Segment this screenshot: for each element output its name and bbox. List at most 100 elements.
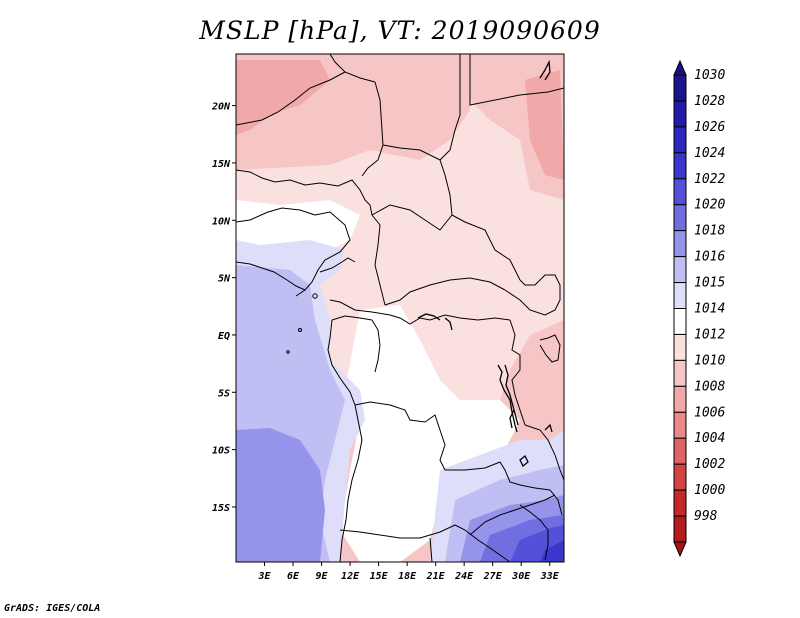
colorbar-label: 1020 xyxy=(694,198,725,213)
border-line-17 xyxy=(371,319,381,373)
lake-outline-3 xyxy=(504,364,519,426)
border-line-29 xyxy=(429,537,433,562)
border-line-12 xyxy=(236,261,306,291)
lake-outline-1 xyxy=(444,317,453,331)
border-line-10 xyxy=(236,207,316,223)
border-line-0 xyxy=(236,169,373,216)
border-line-3 xyxy=(236,71,346,126)
border-line-6 xyxy=(439,159,521,281)
colorbar-label: 1022 xyxy=(694,172,725,187)
colorbar-label: 1014 xyxy=(694,302,725,317)
border-line-20 xyxy=(509,319,526,426)
pressure-region-4 xyxy=(236,60,330,135)
country-borders xyxy=(236,54,564,562)
lon-label: 6E xyxy=(287,571,300,582)
border-line-11 xyxy=(295,211,351,297)
colorbar-swatch xyxy=(673,100,687,128)
border-line-16 xyxy=(327,319,356,406)
pressure-region-7 xyxy=(340,305,520,562)
pressure-region-12 xyxy=(236,428,325,562)
border-line-9 xyxy=(371,204,453,231)
colorbar-label: 1030 xyxy=(694,68,725,83)
lon-label: 12E xyxy=(341,571,360,582)
border-line-23 xyxy=(354,401,446,471)
lat-label: 20N xyxy=(211,102,231,113)
colorbar-label: 1028 xyxy=(694,94,725,109)
lake-outline-7 xyxy=(539,59,551,81)
colorbar-label: 1015 xyxy=(694,276,725,291)
lon-label: 24E xyxy=(454,571,474,582)
colorbar-swatch xyxy=(673,74,687,102)
colorbar-swatch xyxy=(673,411,687,439)
colorbar-label: 998 xyxy=(694,509,718,524)
colorbar-label: 1016 xyxy=(694,250,725,265)
lake-outline-5 xyxy=(519,454,529,468)
lake-outline-0 xyxy=(417,313,441,321)
island-marker xyxy=(286,350,290,354)
lon-label: 18E xyxy=(398,571,417,582)
colorbar-swatch xyxy=(673,178,687,206)
lat-label: 5N xyxy=(218,274,231,285)
lon-label: 30E xyxy=(511,571,531,582)
border-line-24 xyxy=(445,461,536,489)
pressure-field xyxy=(236,54,564,562)
border-line-7 xyxy=(371,214,386,306)
colorbar-label: 1024 xyxy=(694,146,725,161)
colorbar-bottom-arrow xyxy=(673,541,687,558)
colorbar-label: 1008 xyxy=(694,379,725,394)
lat-label: EQ xyxy=(218,331,230,342)
colorbar-swatch xyxy=(673,282,687,309)
border-line-27 xyxy=(339,524,456,539)
border-line-26 xyxy=(339,404,363,562)
latitude-axis: 20N 15N 10N 5N EQ 5S 10S 15S xyxy=(211,102,236,514)
border-line-28 xyxy=(454,524,511,562)
border-line-22 xyxy=(539,334,561,363)
lake-outline-6 xyxy=(544,423,553,433)
chart-title: MSLP [hPa], VT: 2019090609 xyxy=(199,16,601,45)
lon-label: 33E xyxy=(540,571,560,582)
colorbar-swatch xyxy=(673,437,687,465)
border-line-18 xyxy=(389,314,511,325)
border-line-13 xyxy=(319,257,356,273)
island-marker xyxy=(298,328,302,332)
border-line-5 xyxy=(460,54,564,106)
border-line-19 xyxy=(504,274,561,316)
border-line-8 xyxy=(384,277,506,306)
lat-label: 10S xyxy=(212,446,230,457)
lon-label: 21E xyxy=(426,571,446,582)
longitude-axis: 3E 6E 9E 12E 15E 18E 21E 24E 27E 30E 33E xyxy=(257,562,560,582)
lat-label: 10N xyxy=(212,216,231,227)
border-line-30 xyxy=(469,494,556,536)
lon-label: 15E xyxy=(370,571,389,582)
colorbar-swatch xyxy=(673,204,687,232)
border-line-31 xyxy=(519,504,549,561)
border-line-15 xyxy=(331,315,373,321)
colorbar-swatch xyxy=(673,308,687,335)
colorbar-label: 1012 xyxy=(694,327,725,342)
colorbar-label: 1006 xyxy=(694,405,725,420)
colorbar-label: 1002 xyxy=(694,457,725,472)
border-line-4 xyxy=(382,54,461,161)
pressure-region-5 xyxy=(525,70,564,180)
lat-label: 5S xyxy=(218,388,230,399)
colorbar-swatch xyxy=(673,489,687,517)
colorbar-swatch xyxy=(673,126,687,154)
colorbar: 1030 1028 1026 1024 1022 1020 1018 1016 1015 1014… xyxy=(673,59,725,558)
colorbar-label: 1018 xyxy=(694,224,725,239)
lon-label: 3E xyxy=(257,571,271,582)
colorbar-swatch xyxy=(673,359,687,387)
lon-label: 9E xyxy=(316,571,329,582)
island-marker xyxy=(312,293,318,299)
colorbar-label: 1004 xyxy=(694,431,725,446)
border-line-21 xyxy=(524,424,564,481)
lon-label: 27E xyxy=(483,571,503,582)
colorbar-label: 1000 xyxy=(694,483,725,498)
colorbar-swatch xyxy=(673,333,687,361)
colorbar-swatch xyxy=(673,385,687,413)
colorbar-swatch xyxy=(673,256,687,284)
colorbar-label: 1026 xyxy=(694,120,725,135)
map-frame xyxy=(235,53,565,563)
grads-credit: GrADS: IGES/COLA xyxy=(4,603,101,614)
lat-label: 15S xyxy=(212,503,230,514)
